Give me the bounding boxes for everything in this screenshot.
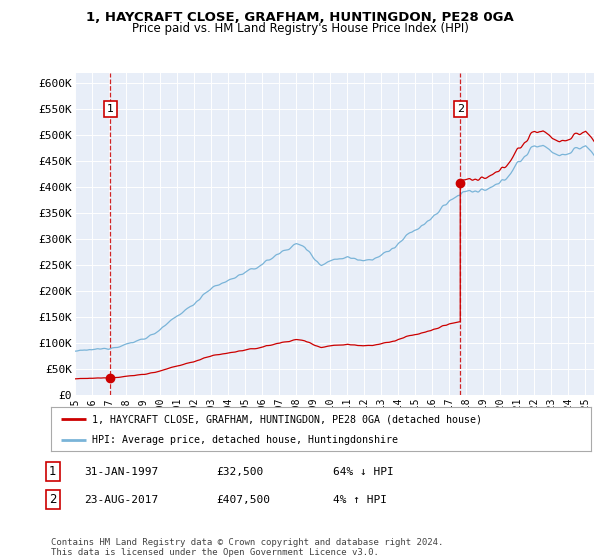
Text: 1: 1 [107, 104, 114, 114]
Text: 2: 2 [457, 104, 464, 114]
Text: HPI: Average price, detached house, Huntingdonshire: HPI: Average price, detached house, Hunt… [91, 435, 398, 445]
Text: 1, HAYCRAFT CLOSE, GRAFHAM, HUNTINGDON, PE28 0GA (detached house): 1, HAYCRAFT CLOSE, GRAFHAM, HUNTINGDON, … [91, 414, 482, 424]
Text: £32,500: £32,500 [216, 466, 263, 477]
Text: 1, HAYCRAFT CLOSE, GRAFHAM, HUNTINGDON, PE28 0GA: 1, HAYCRAFT CLOSE, GRAFHAM, HUNTINGDON, … [86, 11, 514, 24]
Text: Price paid vs. HM Land Registry's House Price Index (HPI): Price paid vs. HM Land Registry's House … [131, 22, 469, 35]
Text: 1: 1 [49, 465, 56, 478]
Text: Contains HM Land Registry data © Crown copyright and database right 2024.
This d: Contains HM Land Registry data © Crown c… [51, 538, 443, 557]
Text: 31-JAN-1997: 31-JAN-1997 [84, 466, 158, 477]
Text: 2: 2 [49, 493, 56, 506]
Text: £407,500: £407,500 [216, 494, 270, 505]
Text: 64% ↓ HPI: 64% ↓ HPI [333, 466, 394, 477]
Text: 23-AUG-2017: 23-AUG-2017 [84, 494, 158, 505]
Text: 4% ↑ HPI: 4% ↑ HPI [333, 494, 387, 505]
